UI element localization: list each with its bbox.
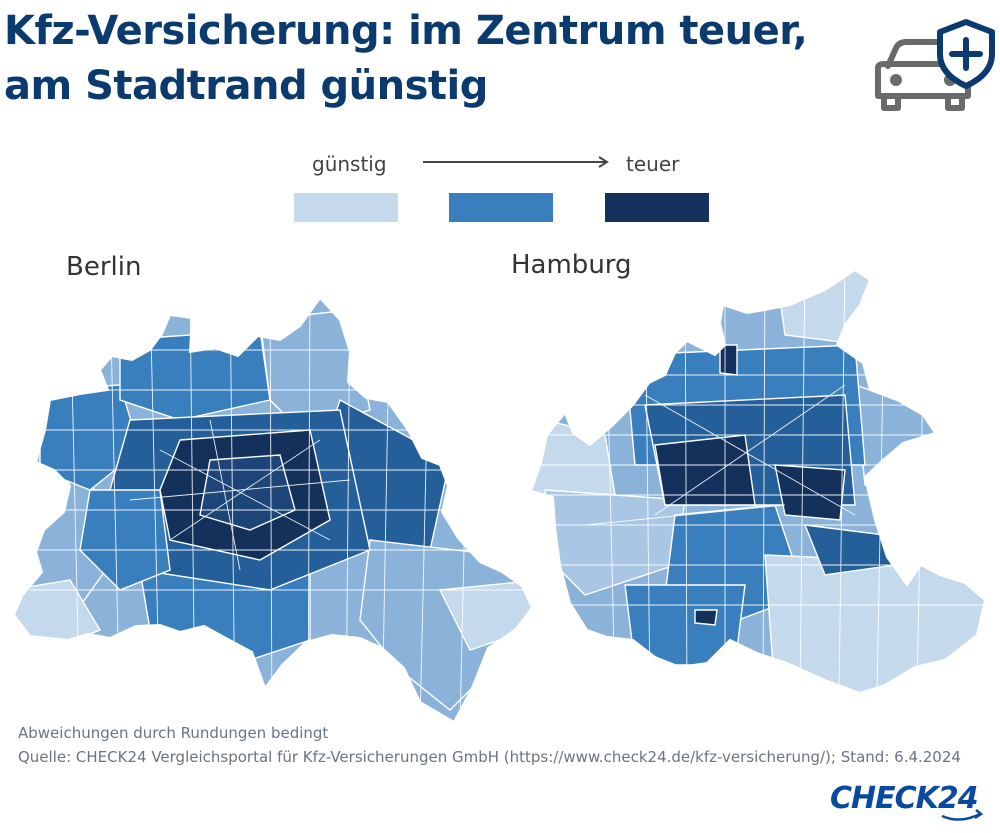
car-icon: [875, 19, 995, 111]
legend-swatch-low: [294, 193, 398, 222]
rounding-note: Abweichungen durch Rundungen bedingt: [18, 724, 329, 742]
hamburg-district-harburg-core: [694, 609, 718, 626]
berlin-map: [12, 296, 534, 724]
hamburg-district-harburg: [624, 584, 746, 666]
source-note: Quelle: CHECK24 Vergleichsportal für Kfz…: [18, 748, 961, 766]
hamburg-districts: [529, 268, 987, 695]
hamburg-map: [529, 268, 987, 695]
check24-logo: CHECK24: [830, 781, 984, 821]
arrow-right-icon: [423, 156, 609, 168]
berlin-district-west: [79, 489, 171, 591]
berlin-districts: [12, 296, 534, 724]
brand-text: CHECK24: [830, 781, 978, 816]
legend-low-label: günstig: [312, 152, 387, 176]
legend-swatch-high: [605, 193, 709, 222]
berlin-label: Berlin: [66, 252, 142, 282]
hamburg-district-inner: [654, 434, 756, 506]
shield-plus-icon: [937, 19, 995, 89]
hamburg-district-wandsbek: [774, 464, 846, 521]
page-title: Kfz-Versicherung: im Zentrum teuer, am S…: [4, 4, 808, 114]
berlin-district-borders: [30, 298, 530, 722]
berlin-district-southeast: [359, 539, 532, 711]
title-line-2: am Stadtrand günstig: [4, 63, 488, 109]
legend-high-label: teuer: [626, 152, 680, 176]
hamburg-district-northwest-dark: [719, 344, 738, 376]
hamburg-label: Hamburg: [511, 250, 632, 280]
legend-swatch-medium: [449, 193, 553, 222]
title-line-1: Kfz-Versicherung: im Zentrum teuer,: [4, 8, 808, 54]
